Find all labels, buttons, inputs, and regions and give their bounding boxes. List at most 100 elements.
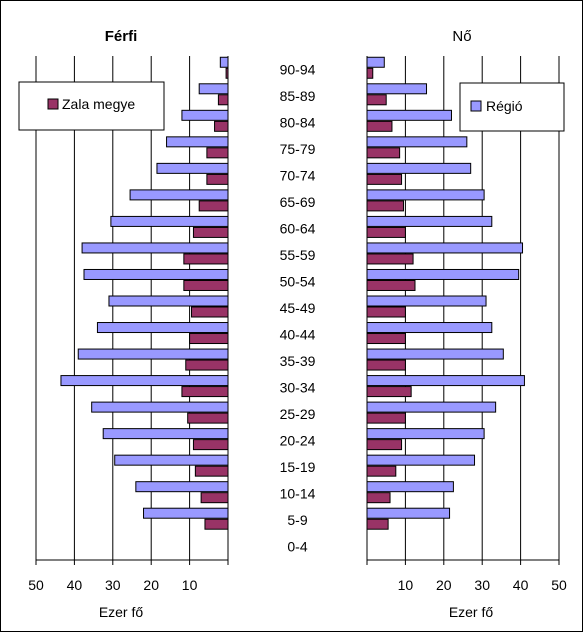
age-group-label: 40-44 (280, 327, 316, 343)
bar-left-zala-65-69 (198, 200, 229, 212)
left-x-ticks: 10 20 30 40 50 (28, 560, 229, 593)
age-group-label: 0-4 (287, 539, 307, 555)
bar-left-zala-80-84 (214, 120, 229, 132)
bar-left-zala-55-59 (183, 253, 229, 265)
legend-right-swatch (470, 100, 482, 112)
bar-right-zala-15-19 (366, 465, 397, 477)
bar-right-zala-5-9 (366, 518, 389, 530)
age-group-label: 45-49 (280, 300, 316, 316)
right-bars (366, 56, 525, 530)
bar-left-regio-45-49 (108, 295, 229, 307)
bar-right-regio-70-74 (366, 162, 472, 174)
right-tick-label: 40 (513, 577, 529, 593)
bar-right-regio-25-29 (366, 401, 497, 413)
bar-right-zala-75-79 (366, 147, 401, 159)
bar-left-regio-35-39 (77, 348, 229, 360)
age-group-labels: 0-4 5-9 10-14 15-19 20-24 25-29 30-34 35-39 40-4… (280, 61, 316, 554)
bar-left-zala-35-39 (185, 359, 229, 371)
bar-left-zala-30-34 (181, 386, 229, 398)
bar-right-regio-30-34 (366, 375, 525, 387)
age-group-label: 65-69 (280, 194, 316, 210)
bar-left-regio-70-74 (156, 162, 229, 174)
bar-left-zala-85-89 (217, 94, 229, 106)
bar-right-regio-40-44 (366, 322, 493, 334)
legend-left-swatch (47, 98, 59, 110)
age-group-label: 35-39 (280, 353, 316, 369)
bar-left-zala-45-49 (191, 306, 229, 318)
left-panel-title: Férfi (105, 28, 138, 45)
right-tick-label: 30 (474, 577, 490, 593)
right-panel-title: Nő (452, 28, 471, 45)
bar-right-regio-45-49 (366, 295, 487, 307)
right-tick-label: 10 (398, 577, 414, 593)
bar-left-regio-55-59 (81, 242, 229, 254)
legend-left: Zala megye (18, 81, 165, 131)
right-tick-label: 50 (551, 577, 567, 593)
bar-right-zala-10-14 (366, 492, 391, 504)
bar-right-zala-85-89 (366, 94, 387, 106)
bar-right-zala-35-39 (366, 359, 406, 371)
age-group-label: 85-89 (280, 88, 316, 104)
bar-left-zala-10-14 (200, 492, 229, 504)
bar-right-regio-90-94 (366, 56, 385, 68)
legend-left-label: Zala megye (62, 96, 135, 112)
bar-right-regio-15-19 (366, 454, 476, 466)
bar-left-zala-40-44 (189, 333, 229, 345)
bar-left-regio-30-34 (60, 375, 229, 387)
age-group-label: 10-14 (280, 486, 316, 502)
bar-left-regio-20-24 (102, 428, 229, 440)
bar-right-zala-60-64 (366, 226, 406, 238)
bar-left-regio-65-69 (129, 189, 229, 201)
bar-right-zala-50-54 (366, 279, 416, 291)
bar-left-zala-60-64 (192, 226, 229, 238)
bar-left-zala-25-29 (187, 412, 229, 424)
age-group-label: 90-94 (280, 61, 316, 77)
bar-right-regio-80-84 (366, 109, 452, 121)
bar-left-regio-40-44 (96, 322, 229, 334)
right-x-ticks: 10 20 30 40 50 (366, 560, 567, 593)
age-group-label: 30-34 (280, 380, 316, 396)
age-group-label: 70-74 (280, 167, 316, 183)
age-group-label: 5-9 (287, 512, 307, 528)
bar-left-regio-5-9 (143, 507, 229, 519)
bar-right-regio-55-59 (366, 242, 524, 254)
bar-left-zala-70-74 (206, 173, 229, 185)
age-group-label: 60-64 (280, 220, 316, 236)
bar-right-zala-30-34 (366, 386, 412, 398)
bar-left-regio-10-14 (135, 481, 229, 493)
left-tick-label: 10 (182, 577, 198, 593)
bar-right-regio-10-14 (366, 481, 454, 493)
bar-right-zala-20-24 (366, 439, 403, 451)
bar-right-regio-35-39 (366, 348, 504, 360)
age-group-label: 80-84 (280, 114, 316, 130)
bar-left-regio-25-29 (91, 401, 229, 413)
bar-right-zala-80-84 (366, 120, 393, 132)
bar-left-zala-5-9 (204, 518, 229, 530)
left-tick-label: 20 (143, 577, 159, 593)
age-group-label: 50-54 (280, 273, 316, 289)
bar-right-regio-60-64 (366, 215, 493, 227)
right-x-axis-label: Ezer fő (449, 604, 494, 620)
bar-right-zala-70-74 (366, 173, 403, 185)
legend-right-label: Régió (486, 98, 523, 114)
bar-left-zala-20-24 (192, 439, 229, 451)
age-group-label: 75-79 (280, 141, 316, 157)
bar-right-zala-25-29 (366, 412, 406, 424)
bar-right-regio-85-89 (366, 83, 428, 95)
bar-left-regio-75-79 (166, 136, 229, 148)
age-group-label: 55-59 (280, 247, 316, 263)
bar-left-regio-80-84 (181, 109, 229, 121)
bar-right-zala-45-49 (366, 306, 406, 318)
bar-left-regio-90-94 (219, 56, 229, 68)
bar-left-zala-50-54 (183, 279, 229, 291)
bar-right-zala-65-69 (366, 200, 404, 212)
left-x-axis-label: Ezer fő (99, 604, 144, 620)
left-tick-label: 40 (67, 577, 83, 593)
bar-right-regio-50-54 (366, 268, 520, 280)
bar-left-regio-60-64 (110, 215, 229, 227)
legend-right: Régió (459, 82, 565, 132)
legend-left-box (18, 81, 165, 131)
bar-left-regio-85-89 (198, 83, 229, 95)
left-tick-label: 50 (28, 577, 44, 593)
